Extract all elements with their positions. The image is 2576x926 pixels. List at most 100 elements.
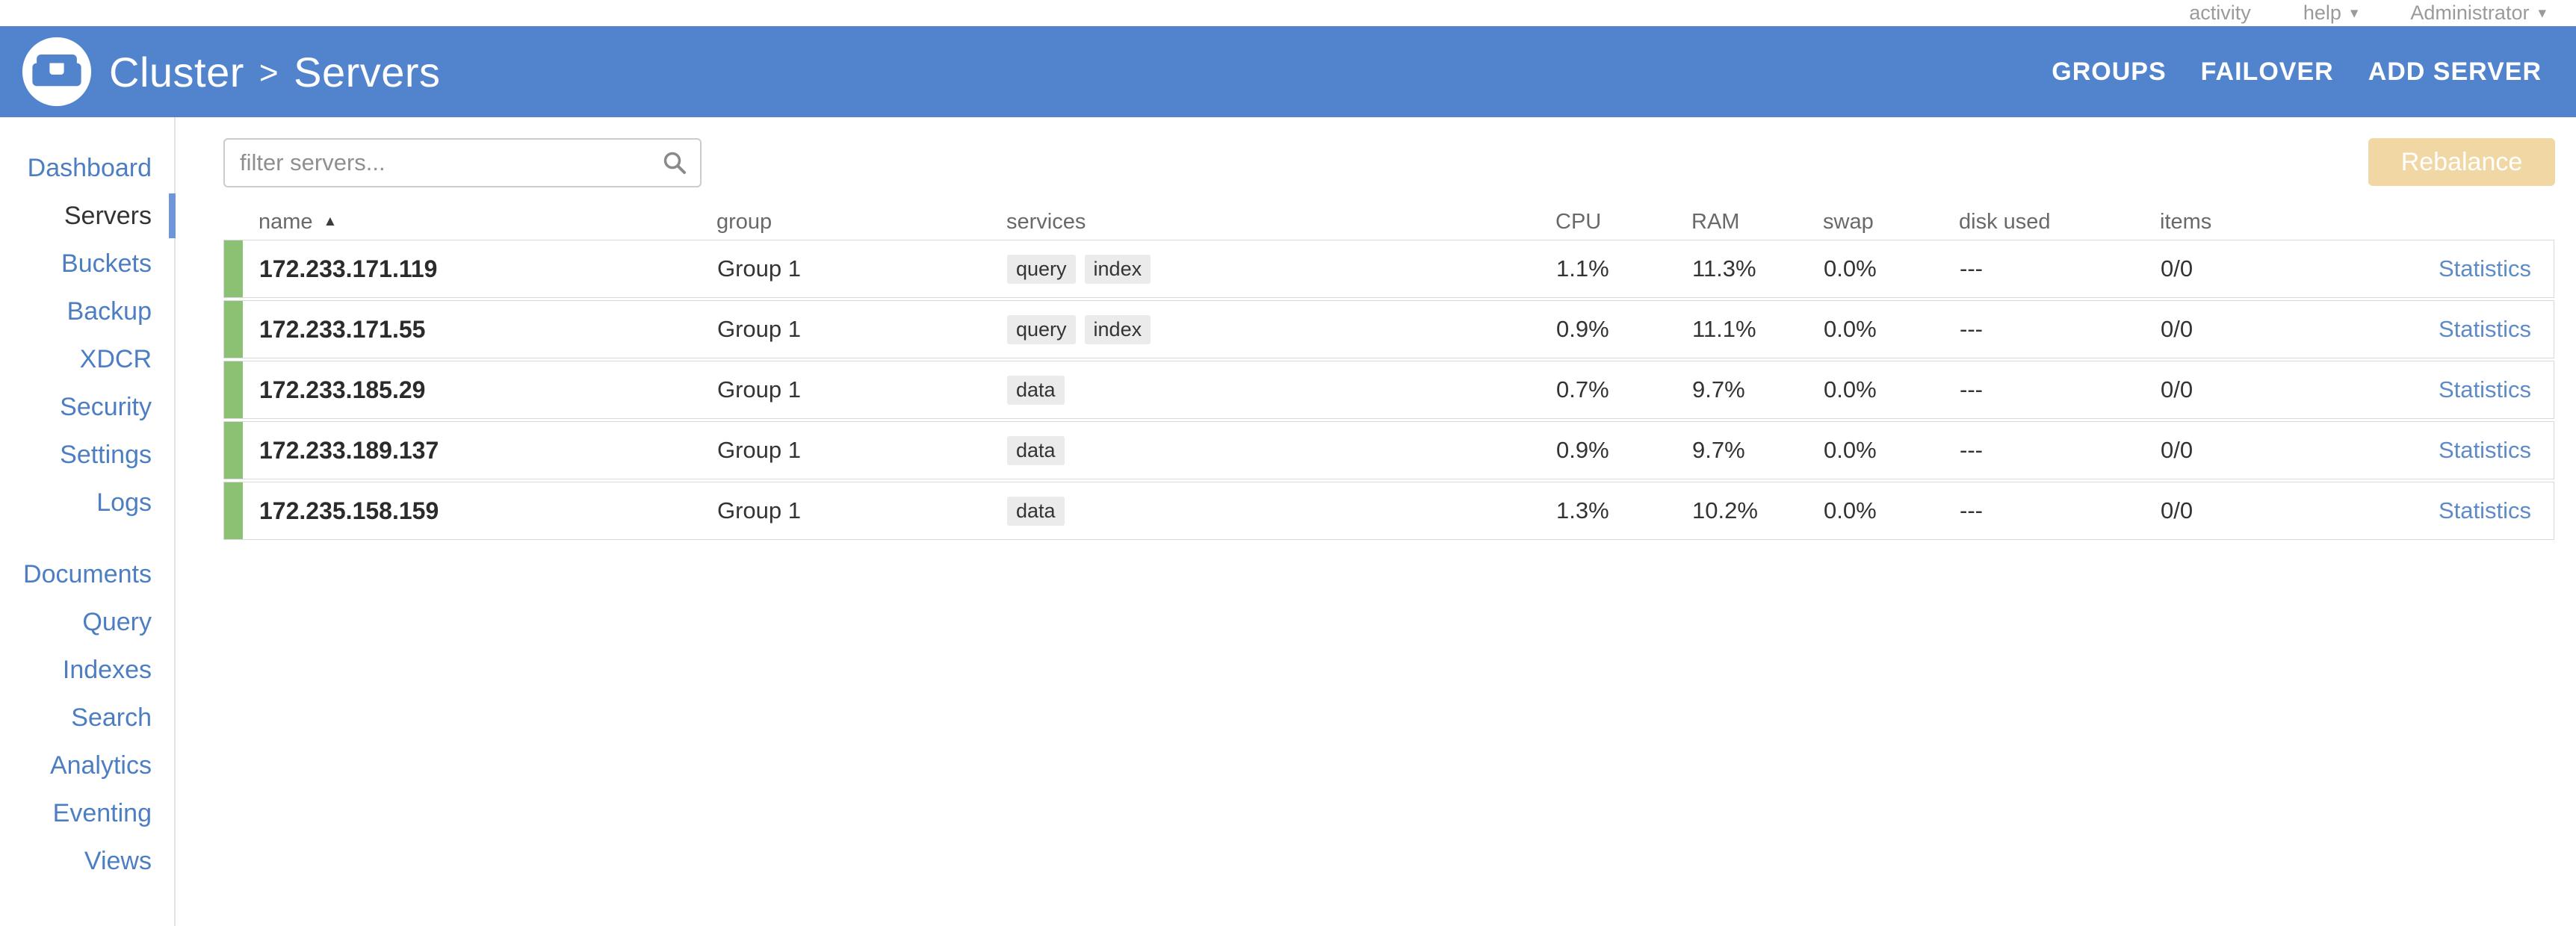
- server-items: 0/0: [2161, 255, 2193, 282]
- statistics-link[interactable]: Statistics: [2438, 316, 2531, 342]
- activity-link[interactable]: activity: [2189, 3, 2251, 23]
- caret-down-icon: ▾: [2350, 4, 2359, 22]
- header-actions: GROUPS FAILOVER ADD SERVER: [2052, 58, 2542, 87]
- server-group: Group 1: [717, 255, 802, 282]
- help-menu-label: help: [2303, 1, 2341, 24]
- sidebar-item-settings[interactable]: Settings: [60, 441, 152, 469]
- server-swap: 0.0%: [1824, 497, 1877, 523]
- server-services: data: [1007, 375, 1556, 405]
- breadcrumb-separator: >: [258, 55, 279, 91]
- server-ram: 9.7%: [1692, 376, 1745, 403]
- server-cpu: 0.9%: [1556, 437, 1609, 463]
- sidebar-item-views[interactable]: Views: [84, 847, 152, 875]
- server-ram: 10.2%: [1692, 497, 1758, 523]
- server-health-indicator: [224, 422, 243, 479]
- server-name: 172.235.158.159: [259, 497, 439, 524]
- column-header-disk-used[interactable]: disk used: [1959, 209, 2051, 234]
- server-cpu: 1.1%: [1556, 255, 1609, 282]
- user-menu-label: Administrator: [2410, 1, 2530, 24]
- column-header-items[interactable]: items: [2160, 209, 2212, 234]
- server-row[interactable]: 172.233.171.119 Group 1 query index 1.1%…: [223, 240, 2554, 298]
- sidebar-item-indexes[interactable]: Indexes: [62, 656, 152, 684]
- server-disk-used: ---: [1960, 376, 1983, 403]
- sort-asc-icon: ▲: [323, 214, 338, 229]
- service-badge: data: [1007, 496, 1065, 526]
- statistics-link[interactable]: Statistics: [2438, 497, 2531, 523]
- server-items: 0/0: [2161, 437, 2193, 463]
- sidebar-item-backup[interactable]: Backup: [66, 297, 152, 326]
- filter-field-wrap: [223, 138, 702, 187]
- server-ram: 11.1%: [1692, 316, 1756, 342]
- filter-servers-input[interactable]: [223, 138, 702, 187]
- server-disk-used: ---: [1960, 316, 1983, 342]
- column-header-ram[interactable]: RAM: [1691, 209, 1740, 234]
- server-health-indicator: [224, 482, 243, 539]
- server-services: query index: [1007, 314, 1556, 344]
- column-header-group[interactable]: group: [716, 209, 773, 234]
- caret-down-icon: ▾: [2538, 4, 2546, 22]
- groups-button[interactable]: GROUPS: [2052, 57, 2167, 86]
- sidebar-item-security[interactable]: Security: [60, 393, 152, 421]
- top-utility-bar: activity help ▾ Administrator ▾: [0, 0, 2576, 26]
- server-disk-used: ---: [1960, 497, 1983, 523]
- statistics-link[interactable]: Statistics: [2438, 255, 2531, 282]
- server-items: 0/0: [2161, 376, 2193, 403]
- server-disk-used: ---: [1960, 255, 1983, 282]
- server-group: Group 1: [717, 376, 802, 403]
- server-swap: 0.0%: [1824, 255, 1877, 282]
- server-items: 0/0: [2161, 497, 2193, 523]
- help-menu[interactable]: help ▾: [2303, 3, 2359, 23]
- statistics-link[interactable]: Statistics: [2438, 437, 2531, 463]
- server-services: data: [1007, 496, 1556, 526]
- server-cpu: 0.9%: [1556, 316, 1609, 342]
- service-badge: index: [1084, 254, 1151, 284]
- sidebar-item-buckets[interactable]: Buckets: [61, 249, 152, 278]
- rebalance-button[interactable]: Rebalance: [2368, 138, 2555, 186]
- sidebar-item-documents[interactable]: Documents: [23, 560, 152, 588]
- servers-table: name ▲ group services CPU RAM swap disk …: [223, 204, 2554, 540]
- column-header-services[interactable]: services: [1006, 209, 1086, 234]
- server-name: 172.233.171.55: [259, 315, 426, 343]
- service-badge: data: [1007, 375, 1065, 405]
- sidebar-item-servers[interactable]: Servers: [0, 192, 176, 240]
- server-row[interactable]: 172.233.171.55 Group 1 query index 0.9% …: [223, 300, 2554, 358]
- server-swap: 0.0%: [1824, 376, 1877, 403]
- server-row[interactable]: 172.233.189.137 Group 1 data 0.9% 9.7% 0…: [223, 421, 2554, 479]
- server-name: 172.233.189.137: [259, 436, 439, 464]
- servers-toolbar: Rebalance: [223, 138, 2555, 187]
- column-header-name[interactable]: name ▲: [258, 209, 338, 234]
- add-server-button[interactable]: ADD SERVER: [2368, 57, 2542, 86]
- sidebar-item-query[interactable]: Query: [82, 608, 152, 636]
- sidebar-item-dashboard[interactable]: Dashboard: [27, 154, 152, 182]
- sidebar-group-divider: [0, 526, 174, 550]
- content-area: Rebalance name ▲ group services CPU RAM …: [176, 117, 2576, 926]
- sidebar-item-analytics[interactable]: Analytics: [49, 751, 152, 780]
- failover-button[interactable]: FAILOVER: [2200, 57, 2334, 86]
- main-area: Dashboard Servers Buckets Backup XDCR Se…: [0, 117, 2576, 926]
- server-group: Group 1: [717, 437, 802, 463]
- server-group: Group 1: [717, 316, 802, 342]
- server-row[interactable]: 172.233.185.29 Group 1 data 0.7% 9.7% 0.…: [223, 361, 2554, 419]
- service-badge: query: [1007, 254, 1076, 284]
- server-row[interactable]: 172.235.158.159 Group 1 data 1.3% 10.2% …: [223, 482, 2554, 540]
- sidebar-item-eventing[interactable]: Eventing: [52, 799, 152, 827]
- sidebar-item-search[interactable]: Search: [71, 703, 152, 732]
- server-health-indicator: [224, 361, 243, 418]
- sidebar-item-xdcr[interactable]: XDCR: [79, 345, 152, 373]
- breadcrumb: Cluster > Servers: [109, 48, 441, 96]
- server-cpu: 1.3%: [1556, 497, 1609, 523]
- couchbase-logo-icon: [22, 37, 92, 107]
- server-ram: 11.3%: [1692, 255, 1756, 282]
- server-cpu: 0.7%: [1556, 376, 1609, 403]
- statistics-link[interactable]: Statistics: [2438, 376, 2531, 403]
- server-swap: 0.0%: [1824, 316, 1877, 342]
- service-badge: query: [1007, 314, 1076, 344]
- server-services: data: [1007, 435, 1556, 465]
- sidebar-item-logs[interactable]: Logs: [96, 488, 152, 517]
- column-header-swap[interactable]: swap: [1823, 209, 1874, 234]
- server-disk-used: ---: [1960, 437, 1983, 463]
- column-header-cpu[interactable]: CPU: [1555, 209, 1602, 234]
- server-swap: 0.0%: [1824, 437, 1877, 463]
- user-menu[interactable]: Administrator ▾: [2410, 3, 2546, 23]
- activity-link-label: activity: [2189, 1, 2251, 24]
